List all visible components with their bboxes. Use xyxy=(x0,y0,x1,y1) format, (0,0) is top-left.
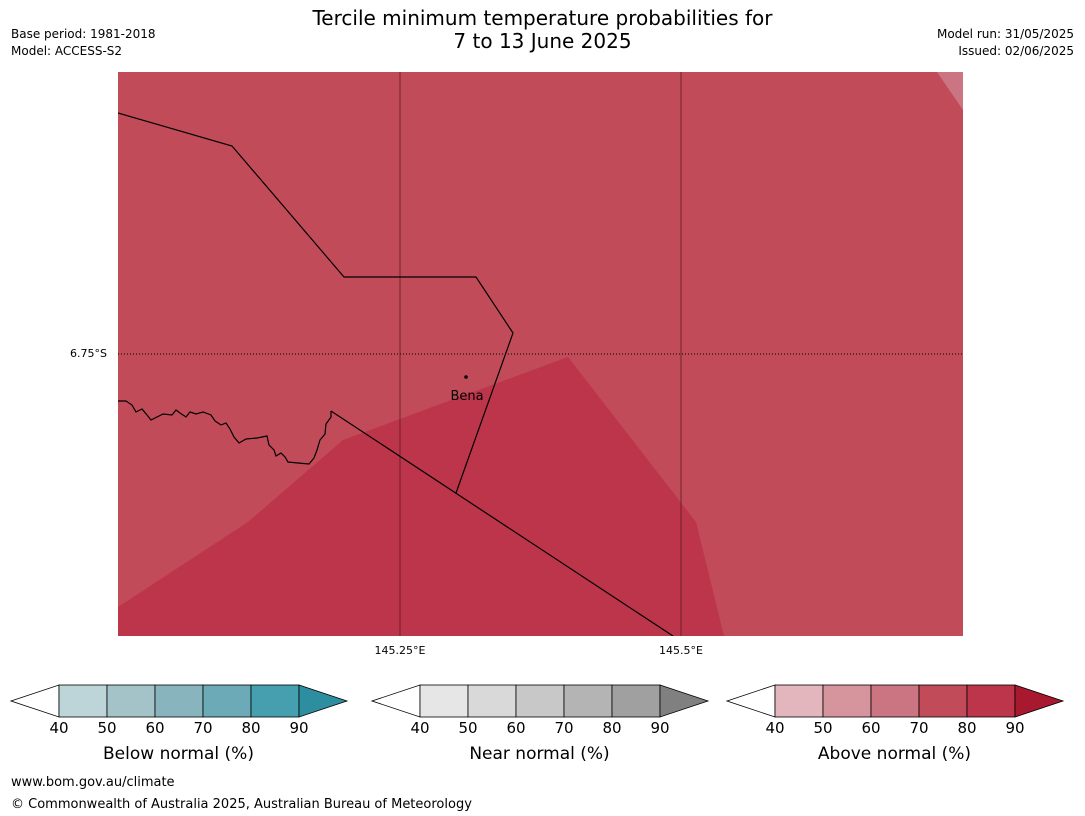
model-run: Model run: 31/05/2025 xyxy=(936,27,1074,41)
colorbar-below-under xyxy=(9,684,60,718)
colorbar-below-tick: 70 xyxy=(193,719,213,737)
map-title: Tercile minimum temperature probabilitie… xyxy=(0,7,1085,53)
colorbar-below-ticks: 40 50 60 70 80 90 xyxy=(10,719,350,739)
colorbar-below-tick: 80 xyxy=(241,719,261,737)
longitude-label-1: 145.25°E xyxy=(374,644,426,657)
title-line-2: 7 to 13 June 2025 xyxy=(453,29,632,53)
colorbar-above-tick: 80 xyxy=(957,719,977,737)
province-boundary-north xyxy=(118,112,514,494)
colorbar-below-bin-40-50 xyxy=(58,684,108,718)
colorbar-near-tick: 90 xyxy=(650,719,670,737)
province-boundary-south xyxy=(330,410,674,636)
colorbar-above-bin-60-70 xyxy=(870,684,920,718)
colorbar-near-bin-40-50 xyxy=(419,684,469,718)
colorbar-below-tick: 40 xyxy=(49,719,69,737)
river-boundary xyxy=(118,400,332,465)
region-above-80-90 xyxy=(118,357,724,636)
colorbar-below-bin-70-80 xyxy=(202,684,252,718)
colorbar-below-label: Below normal (%) xyxy=(103,744,254,764)
footer-copyright: © Commonwealth of Australia 2025, Austra… xyxy=(11,797,472,812)
colorbar-near-tick: 80 xyxy=(602,719,622,737)
forecast-map: Bena xyxy=(118,72,963,636)
title-line-1: Tercile minimum temperature probabilitie… xyxy=(312,6,773,30)
colorbar-near-tick: 40 xyxy=(410,719,430,737)
colorbar-below-bin-60-70 xyxy=(154,684,204,718)
colorbar-above-ticks: 40 50 60 70 80 90 xyxy=(726,719,1066,739)
colorbar-below-over xyxy=(298,684,349,718)
colorbar-above-bin-70-80 xyxy=(918,684,968,718)
colorbar-near-bin-80-90 xyxy=(611,684,661,718)
header-right: Model run: 31/05/2025 Issued: 02/06/2025 xyxy=(937,26,1074,60)
model-name: Model: ACCESS-S2 xyxy=(11,44,123,58)
colorbar-below-tick: 50 xyxy=(97,719,117,737)
colorbar-below-tick: 90 xyxy=(289,719,309,737)
colorbar-above-bin-80-90 xyxy=(966,684,1016,718)
colorbar-above-scale xyxy=(725,684,1065,718)
region-above-60-70 xyxy=(937,72,963,110)
latitude-label: 6.75°S xyxy=(70,347,107,360)
colorbar-above-tick: 90 xyxy=(1005,719,1025,737)
colorbar-above-bin-40-50 xyxy=(774,684,824,718)
colorbar-near-tick: 60 xyxy=(506,719,526,737)
colorbar-near-bin-70-80 xyxy=(563,684,613,718)
colorbar-below: 40 50 60 70 80 90 Below normal (%) xyxy=(9,684,350,764)
colorbar-near-scale xyxy=(370,684,710,718)
colorbar-above-bin-50-60 xyxy=(822,684,872,718)
colorbar-below-scale xyxy=(9,684,349,718)
colorbar-above-under xyxy=(725,684,776,718)
colorbar-near-bin-50-60 xyxy=(467,684,517,718)
colorbar-near-label: Near normal (%) xyxy=(469,744,610,764)
header-left: Base period: 1981-2018 Model: ACCESS-S2 xyxy=(11,26,156,60)
colorbar-near-bin-60-70 xyxy=(515,684,565,718)
colorbar-above-tick: 40 xyxy=(765,719,785,737)
colorbar-above-tick: 70 xyxy=(909,719,929,737)
colorbar-below-tick: 60 xyxy=(145,719,165,737)
base-period: Base period: 1981-2018 xyxy=(11,27,156,41)
footer-url[interactable]: www.bom.gov.au/climate xyxy=(11,775,175,790)
colorbar-above-tick: 50 xyxy=(813,719,833,737)
colorbar-below-bin-50-60 xyxy=(106,684,156,718)
footer: www.bom.gov.au/climate © Commonwealth of… xyxy=(11,772,472,816)
colorbar-below-bin-80-90 xyxy=(250,684,300,718)
colorbar-above-label: Above normal (%) xyxy=(817,744,972,764)
colorbar-above-over xyxy=(1014,684,1065,718)
colorbar-near-under xyxy=(370,684,421,718)
colorbar-above-tick: 60 xyxy=(861,719,881,737)
town-label: Bena xyxy=(450,389,483,404)
town-marker xyxy=(464,375,468,379)
longitude-label-2: 145.5°E xyxy=(659,644,703,657)
colorbar-near-over xyxy=(659,684,710,718)
colorbar-near-tick: 70 xyxy=(554,719,574,737)
colorbar-near-ticks: 40 50 60 70 80 90 xyxy=(371,719,711,739)
colorbar-near-tick: 50 xyxy=(458,719,478,737)
colorbar-near: 40 50 60 70 80 90 Near normal (%) xyxy=(370,684,711,764)
colorbar-above: 40 50 60 70 80 90 Above normal (%) xyxy=(725,684,1066,764)
issued-date: Issued: 02/06/2025 xyxy=(958,44,1074,58)
